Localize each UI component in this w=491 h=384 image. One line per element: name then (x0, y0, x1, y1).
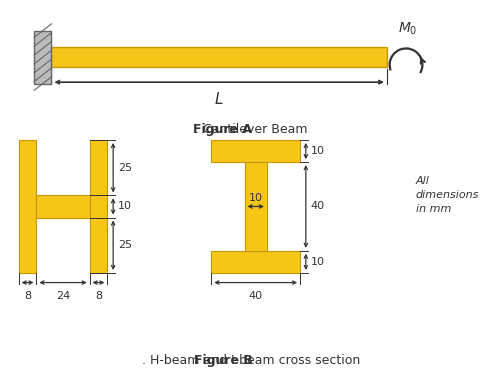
Text: 25: 25 (118, 240, 132, 250)
Text: L: L (215, 92, 223, 107)
Bar (34, 31, 52, 84)
Bar (212, 251, 300, 273)
Text: 8: 8 (95, 291, 102, 301)
Text: 40: 40 (248, 291, 263, 301)
Text: 25: 25 (118, 163, 132, 173)
Text: 10: 10 (311, 257, 325, 267)
Text: All
dimensions
in mm: All dimensions in mm (416, 175, 479, 214)
Text: 40: 40 (311, 202, 325, 212)
Bar (36, 195, 90, 217)
Text: . Cantilever Beam: . Cantilever Beam (139, 122, 307, 136)
Bar (245, 162, 267, 251)
Bar (19, 140, 36, 273)
Text: 24: 24 (56, 291, 70, 301)
Text: 10: 10 (118, 202, 132, 212)
Bar (212, 140, 300, 162)
Bar (90, 140, 108, 273)
Bar (52, 48, 387, 67)
Text: . H-beam and I-beam cross section: . H-beam and I-beam cross section (86, 354, 360, 367)
Text: Figure B: Figure B (193, 354, 252, 367)
Text: 10: 10 (249, 193, 263, 203)
Text: $M_0$: $M_0$ (398, 20, 418, 37)
Text: 10: 10 (311, 146, 325, 156)
Text: Figure A: Figure A (193, 122, 252, 136)
Text: 8: 8 (24, 291, 31, 301)
